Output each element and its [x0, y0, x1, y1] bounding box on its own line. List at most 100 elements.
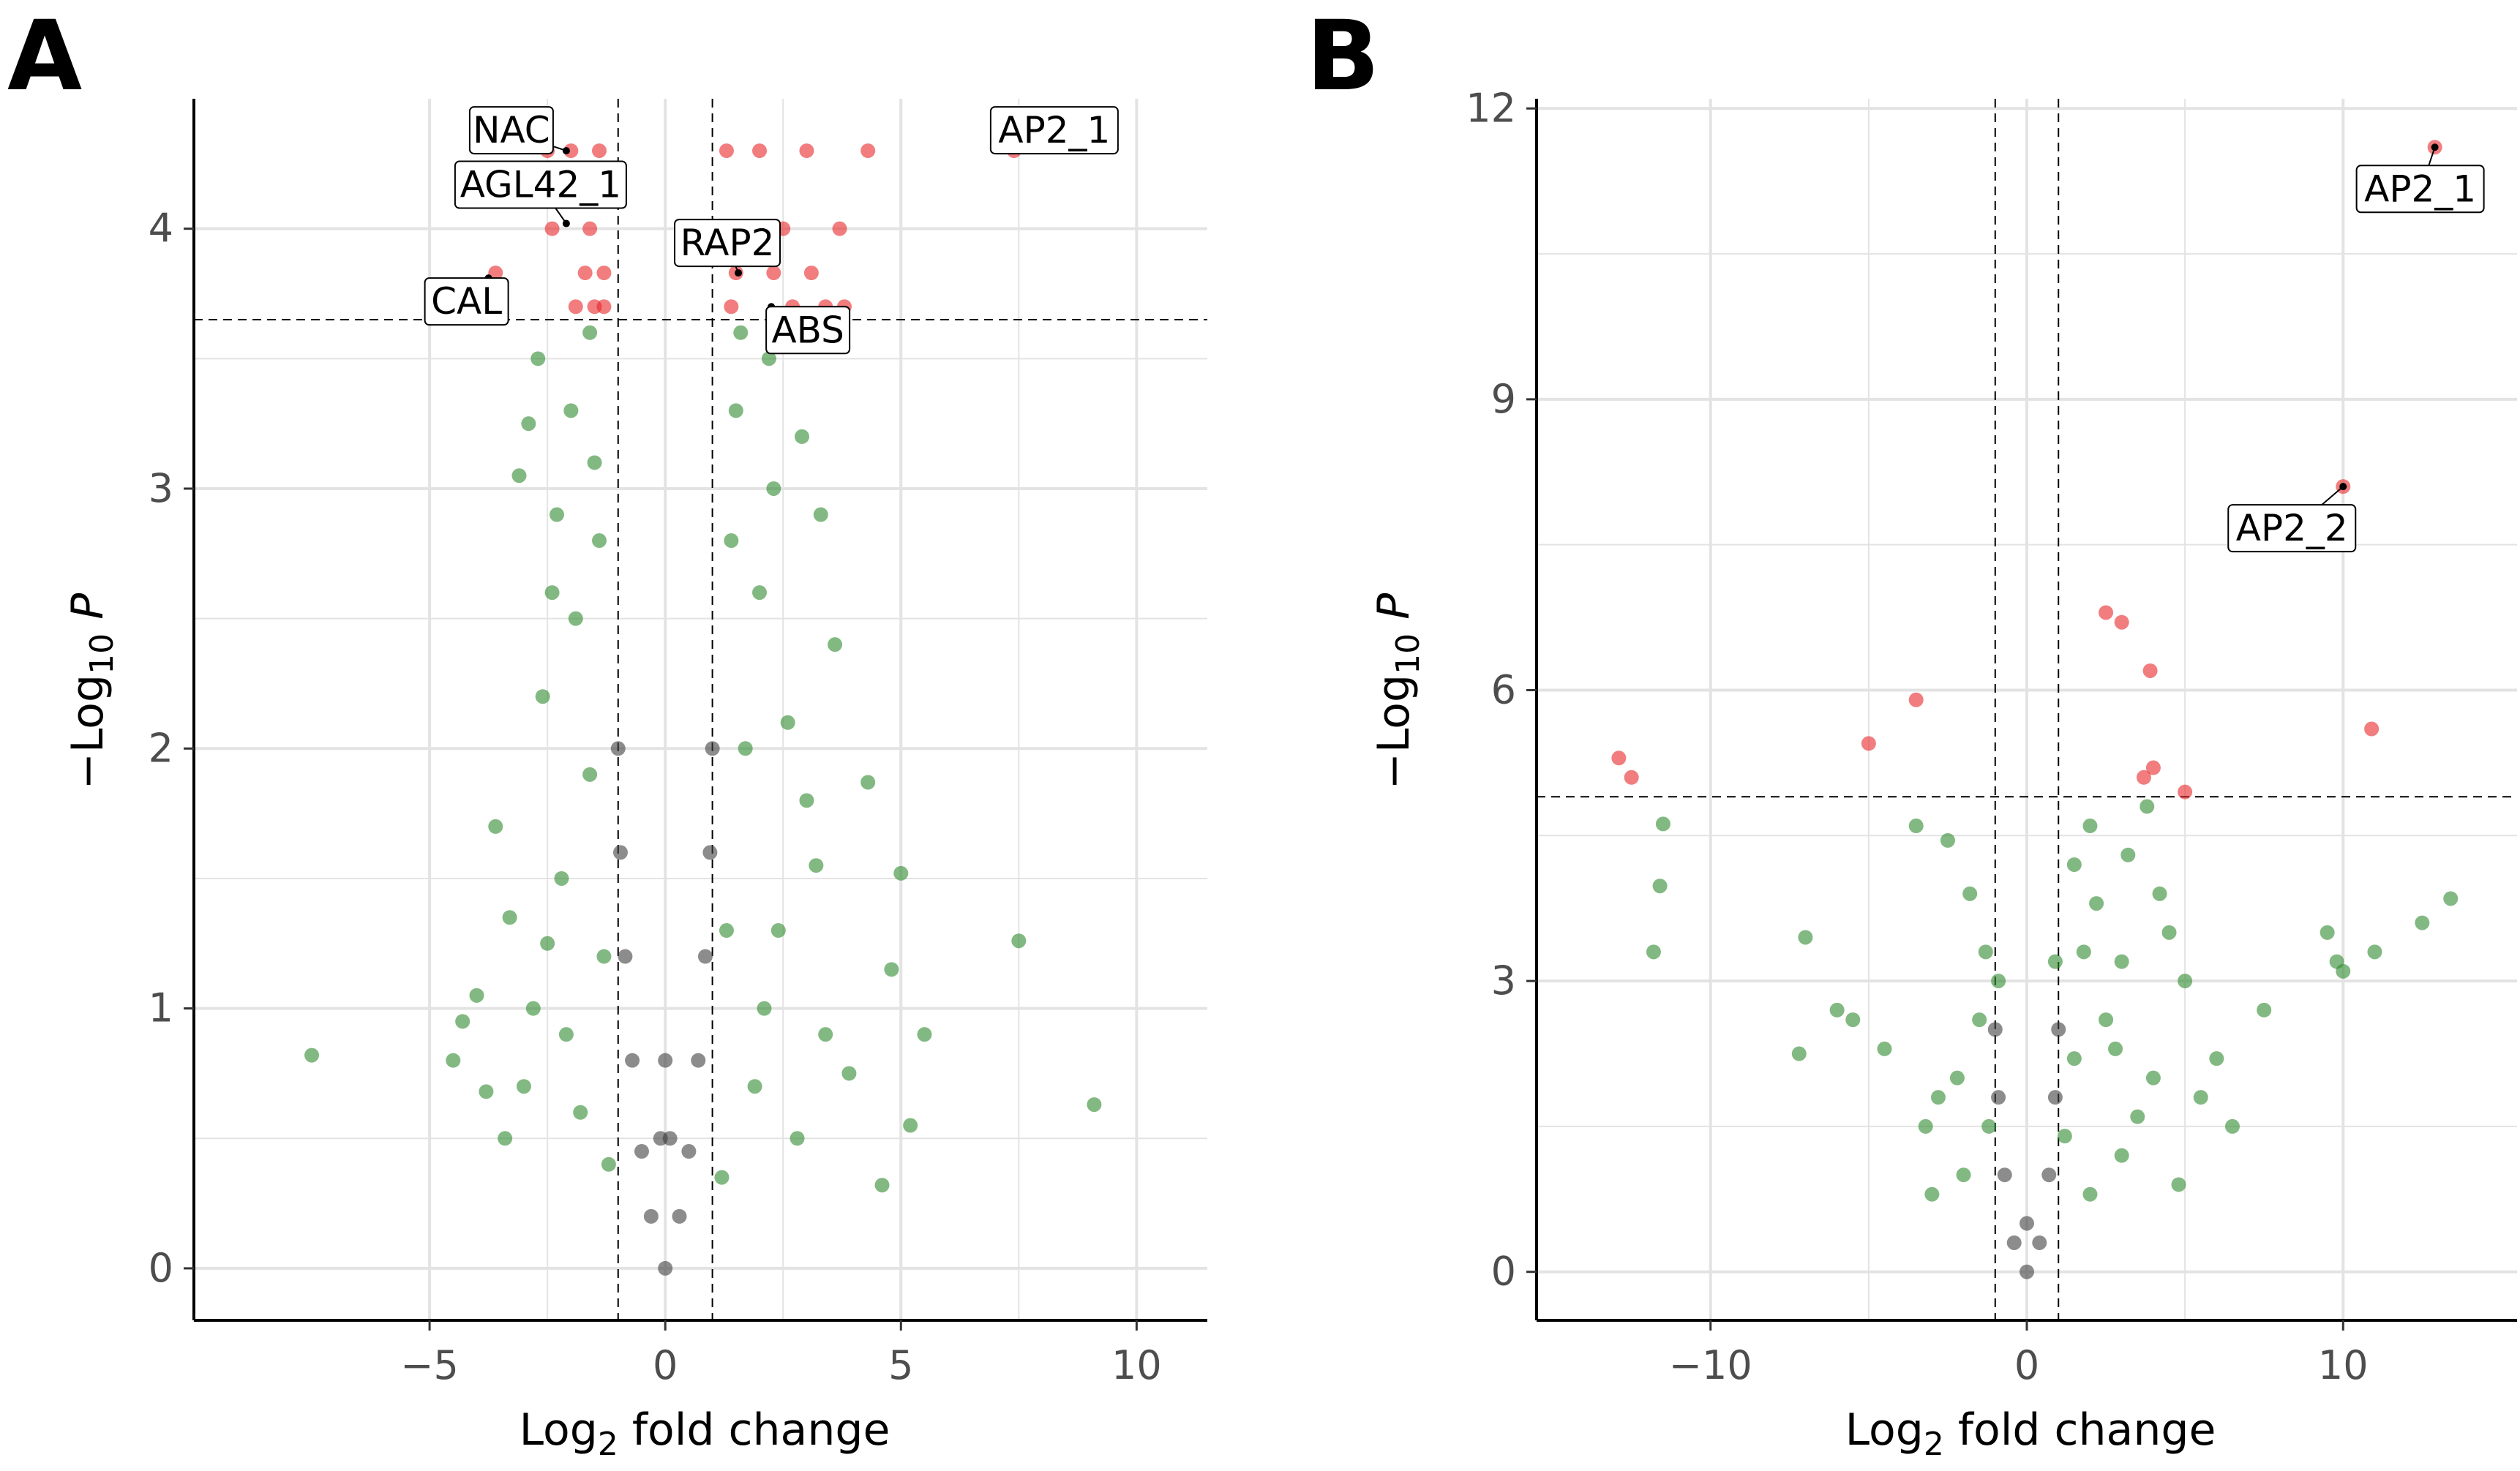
data-point — [643, 1208, 659, 1224]
data-point — [1956, 1167, 1971, 1183]
data-point — [558, 1027, 574, 1042]
gene-label: CAL — [431, 280, 502, 323]
data-point — [516, 1079, 531, 1094]
label-anchor-point — [562, 147, 570, 155]
data-point — [2364, 721, 2380, 737]
data-point — [766, 266, 781, 281]
data-point — [2415, 915, 2430, 930]
data-point — [2020, 1264, 2034, 1279]
data-point — [724, 533, 739, 549]
data-point — [728, 403, 743, 418]
x-title-tail: fold change — [618, 1404, 890, 1456]
data-point — [803, 266, 819, 281]
data-point — [2099, 605, 2114, 620]
data-point — [2130, 1109, 2145, 1124]
data-point — [672, 1208, 687, 1224]
data-point — [535, 689, 550, 704]
data-point — [724, 299, 739, 315]
data-point — [719, 923, 734, 938]
data-point — [818, 1027, 833, 1042]
panel-a-gene-labels: NAC AP2_1 AGL42_1 RAP2 CAL ABS — [424, 106, 1119, 355]
data-point — [540, 936, 555, 951]
data-point — [2145, 760, 2161, 775]
data-point — [582, 767, 598, 782]
data-point — [2082, 819, 2098, 834]
data-point — [1930, 1090, 1946, 1105]
data-point — [733, 325, 749, 340]
data-point — [2089, 896, 2104, 911]
data-point — [893, 865, 909, 881]
data-point — [2171, 1177, 2186, 1192]
data-point — [2178, 974, 2193, 989]
y-tick-label: 9 — [1491, 376, 1516, 422]
data-point — [2367, 944, 2382, 960]
data-point — [1798, 930, 1813, 945]
gene-label: ABS — [771, 309, 844, 351]
data-point — [2057, 1129, 2072, 1144]
panel-b-label: B — [1306, 0, 1380, 113]
data-point — [705, 741, 720, 756]
x-title-sub: 2 — [598, 1426, 618, 1463]
data-point — [761, 351, 776, 366]
data-point — [1987, 1022, 2003, 1037]
data-point — [747, 1079, 762, 1094]
data-point — [568, 299, 583, 315]
data-point — [587, 455, 602, 470]
y-tick-label: 0 — [149, 1245, 173, 1291]
data-point — [752, 143, 768, 159]
data-point — [860, 775, 876, 790]
panel-b-cutoffs — [1537, 99, 2517, 1320]
data-point — [681, 1144, 697, 1159]
data-point — [2108, 1041, 2123, 1056]
data-point — [874, 1178, 890, 1193]
data-point — [714, 1170, 730, 1185]
data-point — [2152, 886, 2167, 901]
data-point — [719, 143, 734, 159]
data-point — [479, 1084, 494, 1099]
gene-label: NAC — [473, 109, 550, 151]
data-point — [502, 910, 517, 925]
data-point — [592, 143, 607, 159]
gene-label: AP2_1 — [998, 109, 1110, 151]
data-point — [2224, 1118, 2240, 1134]
gene-label-box — [2227, 504, 2357, 553]
data-point — [1940, 832, 1955, 848]
data-point — [2336, 963, 2351, 979]
data-point — [1861, 736, 1876, 751]
data-point — [1655, 816, 1670, 832]
data-point — [596, 949, 612, 964]
y-title-tail: P — [62, 592, 113, 633]
x-tick-label: 10 — [2318, 1342, 2369, 1388]
data-point — [1997, 1167, 2012, 1183]
data-point — [1981, 1118, 1997, 1134]
data-point — [612, 845, 628, 860]
y-tick-label: 6 — [1491, 666, 1516, 712]
data-point — [530, 351, 546, 366]
panel-a-x-axis-title: Log2 fold change — [520, 1404, 890, 1463]
data-point — [469, 987, 484, 1003]
data-point — [884, 962, 899, 977]
data-point — [573, 1105, 588, 1120]
data-point — [1908, 819, 1924, 834]
y-title-tail: P — [1368, 592, 1420, 633]
data-point — [618, 949, 633, 964]
data-point — [544, 585, 560, 601]
data-point — [2443, 891, 2459, 906]
data-point — [2145, 1070, 2161, 1086]
data-point — [1845, 1012, 1861, 1028]
x-tick-label: −10 — [1669, 1342, 1752, 1388]
data-point — [697, 949, 713, 964]
data-point — [563, 143, 579, 159]
data-point — [790, 1131, 805, 1146]
gene-label: RAP2 — [680, 222, 775, 264]
label-anchor-point — [2339, 483, 2347, 491]
data-point — [1908, 692, 1924, 707]
x-title-sub: 2 — [1924, 1426, 1944, 1463]
data-point — [2320, 925, 2335, 940]
data-point — [2120, 847, 2136, 862]
data-point — [780, 715, 795, 730]
data-point — [766, 481, 781, 496]
data-point — [544, 221, 560, 236]
data-point — [1918, 1118, 1933, 1134]
data-point — [2051, 1022, 2066, 1037]
